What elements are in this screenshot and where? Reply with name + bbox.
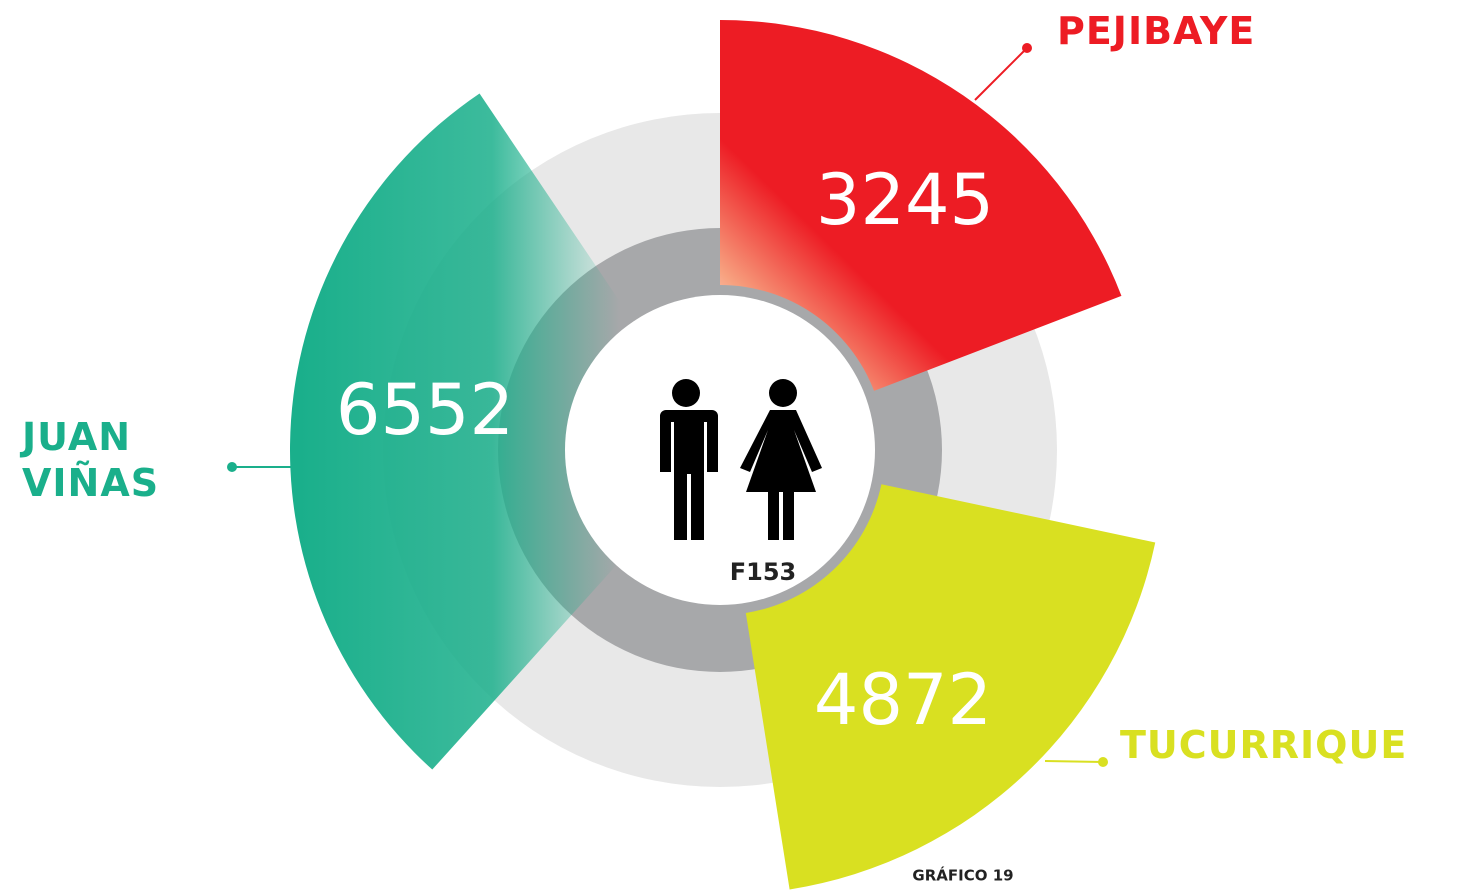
- value-label: 6552: [336, 369, 514, 451]
- center-label: F153: [730, 558, 797, 586]
- footer: GRÁFICO 19: [912, 866, 1013, 885]
- value-label: 4872: [814, 659, 992, 741]
- leader-dot: [227, 462, 237, 472]
- leader-dot: [1098, 757, 1108, 767]
- value-label: 3245: [816, 159, 994, 241]
- center-circle: [565, 295, 875, 605]
- category-label: PEJIBAYE: [1057, 9, 1256, 53]
- sector: [745, 484, 1156, 890]
- leader-line: [974, 47, 1028, 101]
- sector: [720, 20, 1122, 391]
- leader-line: [1044, 760, 1104, 763]
- leader-dot: [1022, 43, 1032, 53]
- category-label: JUAN VIÑAS: [22, 415, 160, 505]
- category-label: TUCURRIQUE: [1120, 723, 1408, 767]
- sector: [290, 93, 637, 770]
- people-icon: [660, 379, 822, 540]
